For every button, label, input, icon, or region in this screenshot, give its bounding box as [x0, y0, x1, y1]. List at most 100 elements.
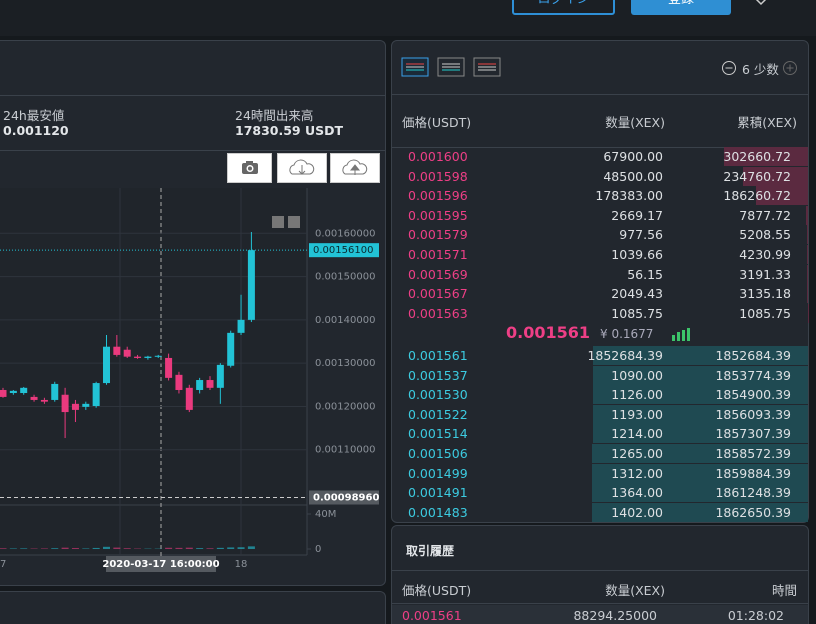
depth-bar	[592, 483, 808, 503]
depth-bar	[805, 205, 808, 225]
stat-value: 17830.59 USDT	[235, 123, 344, 138]
amount: 56.15	[627, 266, 663, 282]
candle-body	[175, 374, 183, 390]
upload-button[interactable]	[330, 153, 380, 183]
trade-amount: 88294.25000	[573, 608, 657, 623]
bid-row: 0.001561 1852684.39 1852684.39	[392, 346, 808, 365]
cumulative: 1862650.39	[715, 504, 791, 520]
depth-bar	[807, 264, 808, 284]
bid-row: 0.001522 1193.00 1856093.39	[392, 404, 808, 424]
divider	[392, 147, 808, 148]
ask-row: 0.001569 56.15 3191.33	[392, 264, 808, 284]
cumulative: 1861248.39	[715, 485, 791, 501]
increase-precision[interactable]	[782, 60, 798, 76]
volume-bar	[9, 548, 17, 549]
trade-time: 01:28:02	[727, 608, 784, 623]
low-price-label: 0.00098960	[313, 493, 379, 504]
amount: 1852684.39	[587, 348, 663, 363]
volume-bar	[175, 547, 183, 549]
stat-value: 0.001120	[3, 123, 69, 138]
divider	[392, 603, 808, 604]
y-tick-label: 0.00150000	[315, 272, 375, 283]
depth-bar	[592, 385, 808, 405]
volume-bar	[71, 548, 79, 549]
volume-tick-label: 40M	[315, 509, 336, 520]
volume-bar	[237, 547, 245, 549]
candle-body	[216, 364, 224, 388]
volume-bar	[185, 547, 193, 549]
amount: 1214.00	[611, 426, 663, 442]
layout-both[interactable]	[401, 57, 429, 77]
trade-row-bg	[392, 605, 808, 624]
login-button[interactable]: ログイン	[512, 0, 615, 15]
cumulative: 5208.55	[739, 227, 791, 243]
ask-row: 0.001596 178383.00 186260.72	[392, 186, 808, 206]
decrease-precision[interactable]	[721, 60, 737, 76]
ask-row: 0.001595 2669.17 7877.72	[392, 205, 808, 225]
candle-body	[227, 332, 235, 366]
plot-background	[0, 188, 307, 555]
candle-body	[51, 383, 59, 400]
layout-toggles	[401, 57, 501, 77]
cumulative: 234760.72	[723, 168, 791, 184]
volume-bar	[165, 547, 173, 549]
column-header: 数量(XEX)	[605, 583, 665, 598]
download-button[interactable]	[277, 153, 327, 183]
candle-body	[134, 356, 142, 358]
y-tick-label: 0.00140000	[315, 315, 375, 326]
cumulative: 1859884.39	[715, 465, 791, 481]
lower-panel	[0, 591, 386, 624]
stat-label: 24時間出来高	[235, 108, 314, 123]
layout-asks[interactable]	[473, 57, 501, 77]
price: 0.001598	[408, 168, 468, 184]
layout-bids[interactable]	[437, 57, 465, 77]
volume-bar	[123, 548, 131, 549]
candle-body	[165, 357, 173, 378]
price: 0.001537	[408, 367, 468, 383]
trades-title: 取引履歴	[406, 544, 455, 558]
menu-chevron[interactable]	[754, 0, 768, 8]
ask-row: 0.001571 1039.66 4230.99	[392, 245, 808, 264]
amount: 1090.00	[611, 367, 663, 383]
crosshair-label: 2020-03-17 16:00:00	[102, 559, 219, 570]
price: 0.001530	[408, 387, 468, 403]
price: 0.001567	[408, 286, 468, 302]
price: 0.001595	[408, 207, 468, 223]
candle-body	[123, 349, 131, 357]
amount: 48500.00	[603, 168, 663, 184]
price: 0.001569	[408, 266, 468, 282]
bid-row: 0.001491 1364.00 1861248.39	[392, 483, 808, 503]
register-button[interactable]: 登録	[631, 0, 731, 15]
cumulative: 1857307.39	[715, 426, 791, 442]
price: 0.001563	[408, 305, 468, 321]
cumulative: 1085.75	[739, 305, 791, 321]
screenshot-button[interactable]	[227, 153, 272, 183]
amount: 1039.66	[611, 247, 663, 262]
candle-body	[206, 380, 214, 388]
price: 0.001499	[408, 465, 468, 481]
mid-price: 0.001561	[505, 323, 590, 342]
column-header: 価格(USDT)	[402, 115, 472, 130]
stat-label: 24h最安値	[3, 108, 65, 123]
amount: 977.56	[619, 227, 663, 243]
price: 0.001596	[408, 188, 468, 204]
bid-row: 0.001514 1214.00 1857307.39	[392, 424, 808, 444]
mid-fiat: ¥ 0.1677	[600, 327, 654, 341]
signal-icon	[672, 328, 690, 341]
column-header: 数量(XEX)	[605, 115, 665, 130]
depth-bar	[806, 245, 808, 264]
candlestick-chart: 0.00110000 0.00120000 0.00130000 0.00140000…	[0, 188, 379, 572]
amount: 1193.00	[611, 406, 663, 422]
cumulative: 186260.72	[723, 188, 791, 204]
depth-bar	[806, 225, 808, 245]
volume-bar	[216, 547, 224, 549]
cumulative: 7877.72	[739, 207, 791, 223]
column-header: 価格(USDT)	[402, 583, 472, 598]
volume-bar	[0, 548, 7, 549]
candle-body	[30, 396, 38, 400]
cumulative: 1856093.39	[715, 406, 791, 422]
volume-bar	[20, 548, 28, 549]
amount: 1364.00	[611, 485, 663, 501]
y-tick-label: 0.00160000	[315, 228, 375, 239]
